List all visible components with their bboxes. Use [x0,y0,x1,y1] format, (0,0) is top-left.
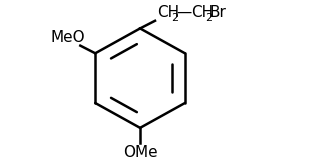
Text: MeO: MeO [50,30,85,45]
Text: Br: Br [210,5,227,20]
Text: OMe: OMe [123,145,157,160]
Text: CH: CH [157,5,179,20]
Text: 2: 2 [171,13,178,23]
Text: 2: 2 [205,13,212,23]
Text: CH: CH [191,5,213,20]
Text: —: — [176,5,191,20]
